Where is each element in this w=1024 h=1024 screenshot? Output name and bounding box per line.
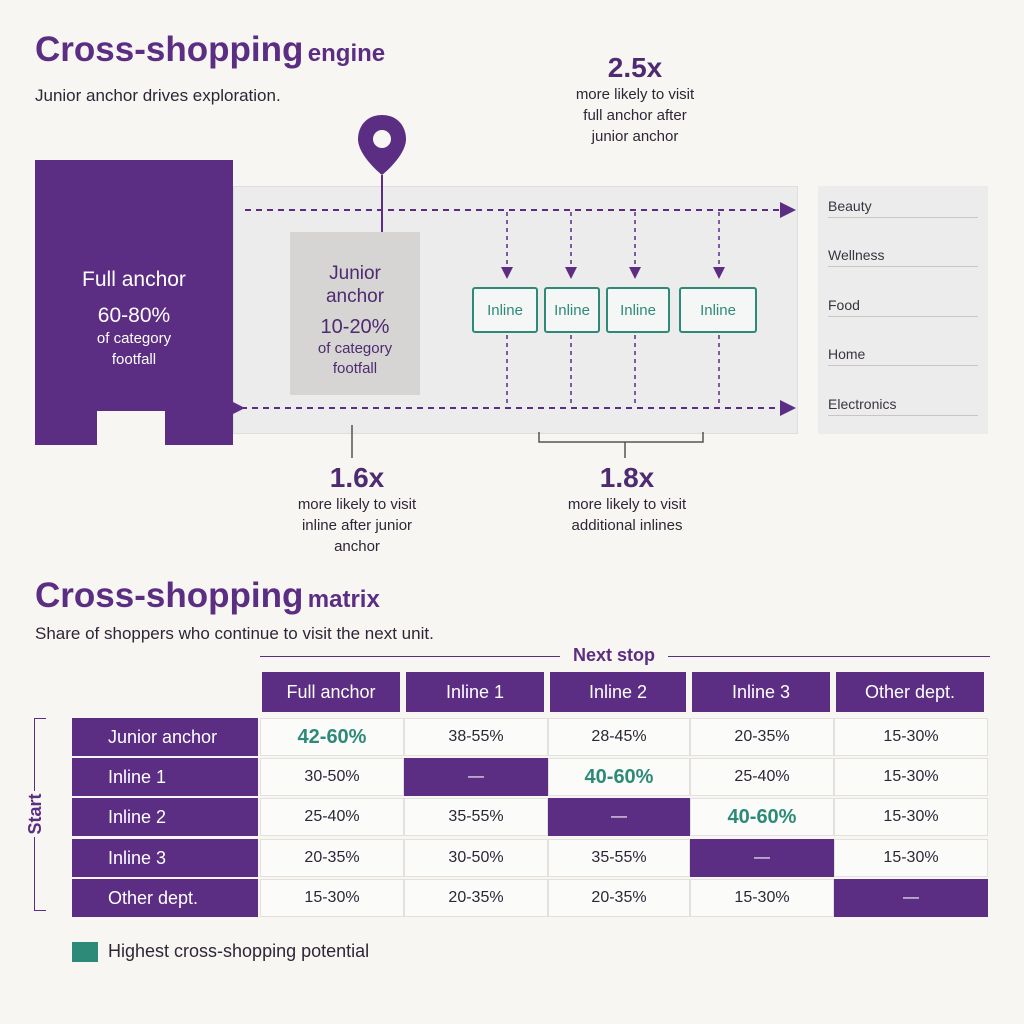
full-anchor-block: Full anchor 60-80% of category footfall [35,160,233,445]
row-header: Other dept. [72,879,258,917]
junior-anchor-desc: of category [317,340,393,357]
matrix-cell-diagonal: — [834,879,988,917]
row-header: Inline 3 [72,839,258,877]
column-header: Inline 3 [692,672,830,712]
junior-anchor-block: Junior anchor 10-20% of category footfal… [290,232,420,395]
stat-line: full anchor after [583,107,687,124]
inline-unit: Inline [544,287,600,333]
matrix-cell: 15-30% [690,879,834,917]
row-header: Junior anchor [72,718,258,756]
location-pin-icon [358,115,406,175]
stat-value: 2.5x [607,52,663,83]
matrix-cell: 15-30% [834,758,988,796]
department-item: Food [828,297,978,317]
junior-anchor-label: anchor [325,286,385,307]
matrix-cell: 25-40% [690,758,834,796]
matrix-cell-diagonal: — [548,798,690,836]
matrix-title-main: Cross-shopping [35,576,304,615]
matrix-cell: 15-30% [834,798,988,836]
full-anchor-pct: 60-80% [97,304,171,327]
column-header: Other dept. [836,672,984,712]
column-header: Inline 1 [406,672,544,712]
callout-bracket [538,432,704,458]
department-item: Wellness [828,247,978,267]
full-anchor-label: Full anchor [82,268,186,291]
row-axis-label: Start [21,791,49,837]
matrix-cell: 20-35% [548,879,690,917]
row-header: Inline 1 [72,758,258,796]
column-header: Inline 2 [550,672,686,712]
department-list: Beauty Wellness Food Home Electronics [818,186,988,434]
col-axis-line [260,656,560,657]
stat-line: more likely to visit [567,496,687,513]
stat-additional-inlines: 1.8x more likely to visit additional inl… [532,462,722,536]
matrix-cell: 30-50% [260,758,404,796]
col-axis-label: Next stop [572,645,655,665]
matrix-cell-highlight: 40-60% [548,758,690,796]
stat-line: inline after junior [301,517,413,534]
full-anchor-desc: of category [96,330,172,347]
junior-anchor-pct: 10-20% [320,316,390,338]
engine-title: Cross-shopping engine [35,30,385,70]
inline-unit: Inline [606,287,670,333]
matrix-title-suffix: matrix [307,586,380,613]
inline-unit: Inline [472,287,538,333]
stat-value: 1.8x [599,462,655,493]
legend-swatch [72,942,98,962]
engine-title-suffix: engine [307,40,386,67]
matrix-subtitle: Share of shoppers who continue to visit … [35,624,434,643]
matrix-cell: 20-35% [260,839,404,877]
row-header: Inline 2 [72,798,258,836]
legend-label: Highest cross-shopping potential [108,941,370,961]
stat-line: more likely to visit [297,496,417,513]
matrix-cell: 15-30% [834,839,988,877]
stat-value: 1.6x [329,462,385,493]
matrix-cell: 35-55% [404,798,548,836]
matrix-cell: 25-40% [260,798,404,836]
matrix-cell-diagonal: — [404,758,548,796]
flow-diagram [229,115,796,458]
stat-line: more likely to visit [575,86,695,103]
stat-line: anchor [334,538,380,555]
stat-line: additional inlines [571,517,683,534]
matrix-cell: 28-45% [548,718,690,756]
matrix-cell: 20-35% [404,879,548,917]
junior-anchor-desc: footfall [332,360,378,377]
department-item: Beauty [828,198,978,218]
col-axis-line [668,656,990,657]
column-header: Full anchor [262,672,400,712]
junior-anchor-label: Junior [329,263,381,284]
full-anchor-desc: footfall [111,351,157,368]
stat-line: junior anchor [591,128,679,145]
matrix-title: Cross-shopping matrix [35,576,380,616]
matrix-cell-highlight: 40-60% [690,798,834,836]
stat-inline-after-junior: 1.6x more likely to visit inline after j… [262,462,452,557]
matrix-cell: 15-30% [260,879,404,917]
full-anchor-entrance [97,411,165,445]
engine-title-main: Cross-shopping [35,30,304,69]
stat-full-after-junior: 2.5x more likely to visit full anchor af… [540,52,730,147]
engine-subtitle: Junior anchor drives exploration. [35,86,281,105]
department-item: Electronics [828,396,978,416]
matrix-cell: 30-50% [404,839,548,877]
department-item: Home [828,346,978,366]
row-axis-tick [34,718,46,719]
matrix-cell-diagonal: — [690,839,834,877]
matrix-cell: 20-35% [690,718,834,756]
matrix-cell: 38-55% [404,718,548,756]
inline-unit: Inline [679,287,757,333]
matrix-cell-highlight: 42-60% [260,718,404,756]
row-axis-tick [34,910,46,911]
matrix-cell: 15-30% [834,718,988,756]
matrix-cell: 35-55% [548,839,690,877]
